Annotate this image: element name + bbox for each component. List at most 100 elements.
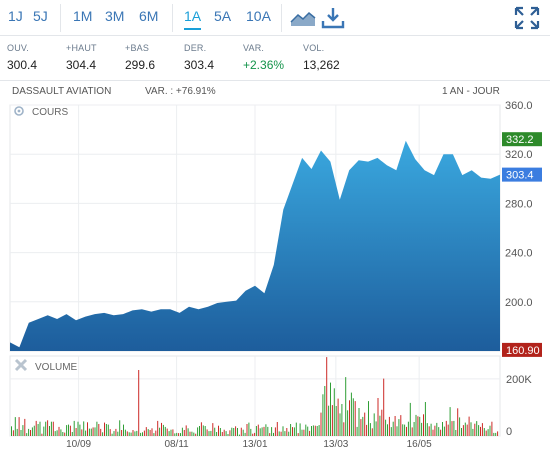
timeframe-10a[interactable]: 10A bbox=[246, 8, 271, 24]
volume-bar bbox=[124, 429, 126, 436]
volume-bar bbox=[145, 427, 147, 436]
volume-bar bbox=[181, 427, 183, 436]
volume-tick-label: 200K bbox=[506, 374, 532, 386]
volume-bar bbox=[259, 428, 261, 436]
instrument-name: DASSAULT AVIATION bbox=[12, 86, 112, 97]
volume-bar bbox=[497, 431, 499, 436]
badge-high-text: 332.2 bbox=[506, 134, 534, 146]
volume-bar bbox=[58, 426, 60, 436]
volume-bar bbox=[276, 422, 278, 436]
volume-bar bbox=[88, 428, 90, 436]
volume-bars bbox=[11, 357, 499, 436]
volume-bar bbox=[16, 428, 18, 436]
volume-bar bbox=[254, 432, 256, 436]
volume-bar bbox=[235, 426, 237, 436]
volume-bar bbox=[292, 427, 293, 436]
volume-bar bbox=[278, 431, 280, 436]
volume-bar bbox=[94, 427, 96, 436]
volume-bar bbox=[24, 418, 26, 436]
cours-legend: COURS bbox=[14, 106, 68, 118]
volume-bar bbox=[47, 420, 49, 436]
quote-low: +BAS 299.6 bbox=[125, 43, 155, 72]
volume-bar bbox=[400, 415, 402, 436]
timeframe-1j[interactable]: 1J bbox=[8, 8, 23, 24]
volume-bar bbox=[366, 424, 368, 436]
volume-bar bbox=[322, 394, 324, 436]
volume-bar bbox=[288, 431, 290, 436]
volume-bar bbox=[204, 426, 206, 436]
volume-bar bbox=[381, 409, 383, 436]
settings-icon-center bbox=[17, 109, 21, 113]
timeframe-6m[interactable]: 6M bbox=[139, 8, 159, 24]
volume-bar bbox=[413, 422, 415, 436]
volume-bar bbox=[402, 424, 404, 436]
price-area bbox=[10, 140, 500, 351]
volume-bar bbox=[407, 421, 409, 436]
volume-bar bbox=[166, 428, 168, 436]
volume-bar bbox=[221, 432, 223, 436]
volume-bar bbox=[426, 423, 428, 436]
volume-bar bbox=[466, 424, 468, 436]
fullscreen-icon[interactable] bbox=[514, 6, 540, 30]
timeframe-5j[interactable]: 5J bbox=[33, 8, 48, 24]
quote-change-value: +2.36% bbox=[243, 58, 285, 72]
volume-bar bbox=[244, 432, 246, 436]
volume-bar bbox=[178, 433, 180, 436]
price-axis: 200.0 240.0 280.0 320.0 360.0 bbox=[505, 100, 533, 309]
quote-volume-label: VOL. bbox=[303, 43, 325, 53]
volume-label: VOLUME bbox=[35, 362, 78, 373]
volume-bar bbox=[123, 424, 124, 436]
quote-last-label: DER. bbox=[184, 43, 207, 53]
volume-bar bbox=[41, 433, 43, 436]
timeframe-5a[interactable]: 5A bbox=[214, 8, 232, 24]
x-tick-label: 13/03 bbox=[323, 439, 348, 449]
volume-bar bbox=[87, 422, 88, 436]
volume-bar bbox=[49, 426, 50, 436]
volume-bar bbox=[214, 427, 216, 436]
volume-bar bbox=[223, 429, 225, 436]
volume-bar bbox=[60, 429, 62, 436]
volume-bar bbox=[295, 422, 297, 436]
volume-bar bbox=[343, 422, 345, 436]
volume-bar bbox=[208, 431, 210, 436]
badge-low-text: 160.90 bbox=[506, 345, 540, 357]
volume-bar bbox=[436, 422, 438, 436]
volume-bar bbox=[417, 416, 419, 436]
volume-bar bbox=[379, 415, 381, 436]
period-label[interactable]: 1 AN - JOUR bbox=[442, 86, 500, 97]
volume-bar bbox=[113, 431, 115, 436]
volume-bar bbox=[83, 421, 85, 436]
volume-bar bbox=[263, 426, 265, 436]
volume-bar bbox=[39, 421, 41, 436]
toolbar-divider bbox=[281, 4, 282, 32]
volume-bar bbox=[62, 432, 64, 436]
volume-bar bbox=[140, 432, 142, 436]
volume-bar bbox=[102, 432, 104, 436]
volume-bar bbox=[155, 430, 157, 436]
volume-bar bbox=[147, 429, 149, 436]
close-icon[interactable] bbox=[14, 358, 28, 372]
volume-bar bbox=[349, 400, 350, 436]
volume-bar bbox=[202, 425, 204, 436]
area-chart-icon[interactable] bbox=[290, 6, 316, 30]
volume-bar bbox=[424, 402, 426, 436]
volume-bar bbox=[12, 430, 14, 436]
timeframe-1m[interactable]: 1M bbox=[73, 8, 93, 24]
volume-bar bbox=[159, 427, 161, 436]
volume-bar bbox=[333, 388, 335, 436]
download-icon[interactable] bbox=[320, 6, 346, 30]
volume-bar bbox=[180, 433, 181, 436]
price-volume-chart: 200.0 240.0 280.0 320.0 360.0 332.2 303.4 160.… bbox=[9, 100, 542, 449]
toolbar: 1J 5J 1M 3M 6M 1A 5A 10A bbox=[0, 0, 550, 36]
volume-axis: 0 200K bbox=[506, 374, 532, 438]
volume-bar bbox=[404, 424, 406, 436]
volume-bar bbox=[398, 419, 400, 436]
timeframe-1a[interactable]: 1A bbox=[184, 8, 202, 30]
price-tick-label: 360.0 bbox=[505, 100, 533, 112]
settings-icon[interactable] bbox=[14, 106, 24, 116]
volume-bar bbox=[68, 424, 69, 436]
timeframe-3m[interactable]: 3M bbox=[105, 8, 125, 24]
volume-bar bbox=[50, 421, 52, 436]
volume-bar bbox=[117, 431, 119, 436]
quote-strip: OUV. 300.4 +HAUT 304.4 +BAS 299.6 DER. 3… bbox=[0, 37, 550, 81]
